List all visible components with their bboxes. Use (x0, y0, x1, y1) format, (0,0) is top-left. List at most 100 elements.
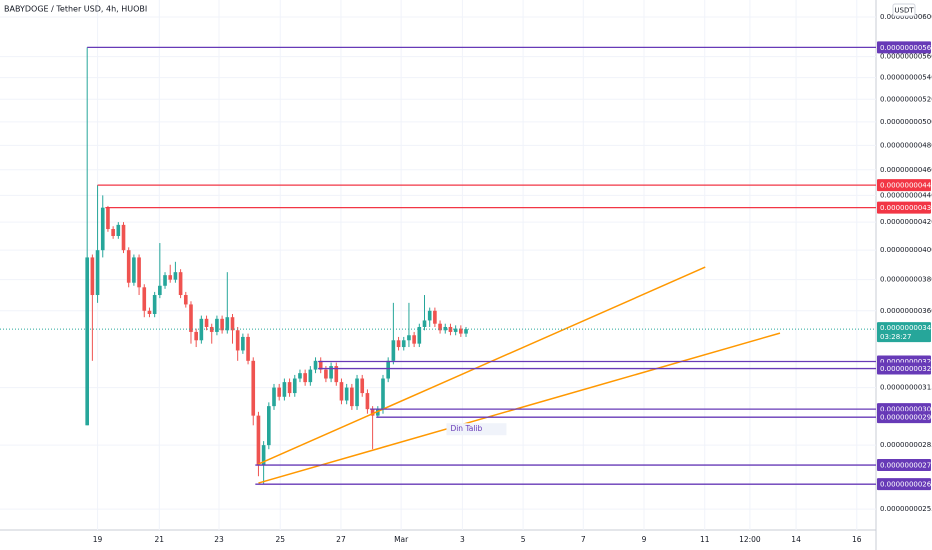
candle-body (433, 310, 437, 324)
candle-body (313, 360, 318, 370)
candle-body (464, 329, 468, 334)
candle-body (147, 310, 152, 314)
candle-body (256, 415, 261, 466)
y-tick-label: 0.000000003600 (880, 307, 932, 315)
x-tick-label: 11 (700, 535, 710, 544)
y-tick-label: 0.000000004800 (880, 141, 932, 149)
level-label: 0.000000002992 (880, 414, 932, 422)
x-tick-label: 5 (521, 535, 526, 544)
candle-body (251, 360, 256, 416)
level-label: 0.000000002663 (880, 481, 932, 489)
candle-body (90, 257, 95, 296)
level-label-box (877, 459, 931, 472)
candle-body (375, 409, 380, 416)
candle-body (355, 378, 359, 407)
annotation-box (446, 423, 507, 436)
candle-body (365, 393, 370, 410)
x-tick-label: 16 (852, 535, 862, 544)
candle-body (106, 207, 110, 230)
candle-body (189, 304, 193, 332)
y-tick-label: 0.000000004400 (880, 191, 932, 199)
x-tick-label: 14 (791, 535, 801, 544)
candle-body (209, 326, 214, 332)
y-tick-label: 0.000000005600 (880, 53, 932, 61)
level-label: 0.000000002753 (880, 462, 932, 470)
candle-body (267, 406, 271, 446)
candle-body (158, 285, 162, 296)
candle-body (370, 409, 375, 416)
y-tick-label: 0.000000004600 (880, 166, 932, 174)
candle-body (381, 378, 385, 410)
plot (85, 47, 468, 485)
x-tick-label: 3 (460, 535, 465, 544)
candle-body (204, 318, 209, 327)
x-tick-label: Mar (394, 535, 409, 544)
x-tick-label: 21 (155, 535, 165, 544)
candle-body (391, 340, 396, 361)
y-tick-label: 0.000000004200 (880, 218, 932, 226)
level-label-box (877, 411, 931, 424)
x-tick-label: 7 (581, 535, 586, 544)
candle-body (334, 366, 339, 383)
candle-body (220, 318, 224, 331)
candle-body (142, 287, 147, 311)
candle-body (121, 224, 126, 251)
candle-body (272, 387, 276, 407)
candle-body (246, 336, 250, 361)
candle-body (261, 445, 266, 466)
y-tick-label: 0.000000004000 (880, 246, 932, 254)
candle-body (360, 378, 365, 394)
candle-body (163, 275, 167, 286)
countdown-label: 03:28:27 (880, 333, 911, 341)
candle-body (453, 328, 458, 332)
x-tick-label: 12:00 (739, 535, 761, 544)
level-label-box (877, 201, 931, 214)
candle-body (329, 366, 333, 379)
candle-body (459, 328, 463, 334)
candle-body (152, 295, 157, 314)
y-tick-label: 0.000000003800 (880, 276, 932, 284)
y-tick-label: 0.000000005200 (880, 95, 932, 103)
level-label: 0.000000005691 (880, 44, 932, 52)
currency-label[interactable]: USDT (894, 7, 914, 15)
level-label: 0.000000003256 (880, 365, 932, 373)
candle-body (401, 340, 406, 348)
candle-body (427, 310, 432, 321)
candle-body (339, 382, 344, 401)
candle-body (116, 224, 121, 236)
candle-body (111, 229, 115, 236)
candle-body (235, 330, 240, 351)
currency-button[interactable] (892, 3, 916, 17)
candle-body (318, 360, 323, 370)
x-tick-label: 9 (642, 535, 647, 544)
candle-body (438, 323, 442, 331)
x-tick-label: 27 (336, 535, 346, 544)
candle-body (303, 373, 307, 383)
candle-body (292, 378, 297, 394)
candle-body (230, 317, 235, 331)
level-label: 0.000000004307 (880, 204, 932, 212)
candle-body (85, 257, 90, 426)
candle-body (168, 275, 173, 280)
candle-body (282, 382, 287, 397)
y-tick-label: 0.000000002850 (880, 441, 932, 449)
y-tick-label: 0.000000006000 (880, 13, 932, 21)
candle-body (386, 360, 390, 379)
candle-body (95, 250, 100, 296)
candle-body (298, 373, 302, 379)
candle-body (225, 317, 230, 331)
y-tick-label: 0.000000005000 (880, 118, 932, 126)
candle-body (344, 387, 349, 401)
chart-title: BABYDOGE / Tether USD, 4h, HUOBI (4, 5, 147, 14)
annotation: Din Talib (450, 424, 482, 433)
last-price-label: 0.000000003487 (880, 324, 932, 332)
candle-body (178, 272, 183, 296)
overlay: 0.000000005691 0.000000004479 0.0000000043… (0, 41, 932, 491)
level-label: 0.000000003296 (880, 358, 932, 366)
candle-body (422, 320, 427, 327)
candle-body (100, 207, 105, 251)
candle-body (173, 272, 178, 280)
level-label-box (877, 478, 931, 491)
candle-body (277, 387, 282, 397)
